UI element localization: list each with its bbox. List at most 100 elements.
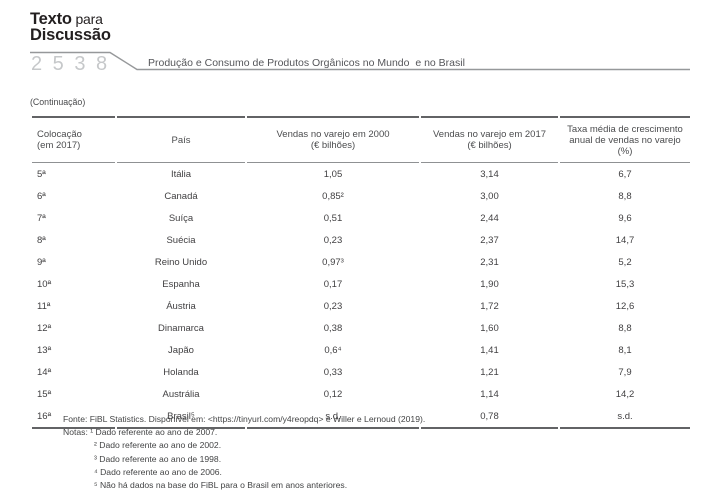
rank-cell: 11ª	[37, 300, 51, 312]
source-note: Fonte: FiBL Statistics. Disponível em: <…	[63, 414, 426, 424]
country-cell: Suíça	[168, 212, 194, 224]
country-cell: Suécia	[166, 234, 196, 246]
country-cell: Canadá	[164, 190, 198, 202]
country-cell: Austrália	[162, 388, 200, 400]
rank-cell: 14ª	[37, 366, 52, 378]
country-cell: Reino Unido	[154, 256, 208, 268]
paper-title: Produção e Consumo de Produtos Orgânicos…	[148, 57, 465, 69]
sales-2017-cell: 1,21	[480, 366, 499, 378]
table-header: Colocação (em 2017) País Vendas no varej…	[32, 116, 690, 163]
note-5: ⁵ Não há dados na base do FiBL para o Br…	[94, 480, 348, 491]
sales-2017-cell: 3,14	[480, 168, 499, 180]
continuation-label: (Continuação)	[30, 97, 86, 107]
col-header-growth: Taxa média de crescimento anual de venda…	[560, 116, 690, 163]
sales-2017-cell: 0,78	[421, 405, 558, 429]
sales-2017-cell: 3,00	[480, 190, 499, 202]
sales-2000-cell: 0,17	[323, 278, 343, 290]
growth-cell: 14,7	[615, 234, 635, 246]
sales-2017-cell: 1,14	[480, 388, 499, 400]
note-3: ³ Dado referente ao ano de 1998.	[94, 453, 222, 464]
growth-cell: 14,2	[615, 388, 635, 400]
sales-2017-cell: 1,72	[480, 300, 499, 312]
rank-cell: 9ª	[37, 256, 46, 268]
table-body: 5ª Itália 1,05 3,14 6,7 6ª Canadá 0,85² …	[32, 163, 690, 429]
table-row: 6ª Canadá 0,85² 3,00 8,8	[32, 185, 690, 207]
rank-cell: 6ª	[37, 190, 46, 202]
growth-cell: 6,7	[618, 168, 632, 180]
rank-cell: 5ª	[37, 168, 46, 180]
country-cell: Áustria	[166, 300, 196, 312]
note-2: ² Dado referente ao ano de 2002.	[94, 440, 222, 451]
sales-2000-cell: 0,51	[323, 212, 343, 224]
sales-2000-cell: 0,23	[323, 300, 343, 312]
table-row: 12ª Dinamarca 0,38 1,60 8,8	[32, 317, 690, 339]
rank-cell: 13ª	[37, 344, 52, 356]
table-row: 11ª Áustria 0,23 1,72 12,6	[32, 295, 690, 317]
rank-cell: 12ª	[37, 322, 52, 334]
table-row: 14ª Holanda 0,33 1,21 7,9	[32, 361, 690, 383]
rank-cell: 8ª	[37, 234, 46, 246]
note-1: ¹ Dado referente ao ano de 2007.	[90, 427, 218, 438]
issue-number: 2 5 3 8	[31, 53, 110, 75]
growth-cell: 15,3	[615, 278, 635, 290]
col-header-rank: Colocação (em 2017)	[32, 116, 115, 163]
country-cell: Holanda	[163, 366, 199, 378]
table-header-row: Colocação (em 2017) País Vendas no varej…	[32, 116, 690, 163]
rank-cell: 15ª	[37, 388, 52, 400]
sales-2017-cell: 2,31	[480, 256, 499, 268]
growth-cell: 5,2	[618, 256, 632, 268]
growth-cell: 9,6	[618, 212, 632, 224]
footnotes: Fonte: FiBL Statistics. Disponível em: <…	[63, 413, 425, 492]
table-row: 15ª Austrália 0,12 1,14 14,2	[32, 383, 690, 405]
sales-2000-cell: 0,12	[323, 388, 343, 400]
sales-2017-cell: 1,60	[480, 322, 499, 334]
sales-2000-cell: 0,23	[323, 234, 343, 246]
logo-discussao: Discussão	[30, 26, 111, 44]
growth-cell: s.d.	[560, 405, 690, 429]
sales-2000-cell: 0,6⁴	[324, 344, 342, 356]
table-row: 10ª Espanha 0,17 1,90 15,3	[32, 273, 690, 295]
sales-2017-cell: 1,90	[480, 278, 499, 290]
note-4: ⁴ Dado referente ao ano de 2006.	[94, 466, 222, 477]
country-cell: Itália	[170, 168, 192, 180]
country-cell: Dinamarca	[158, 322, 204, 334]
table-row: 7ª Suíça 0,51 2,44 9,6	[32, 207, 690, 229]
sales-2000-cell: 0,33	[323, 366, 343, 378]
col-header-sales-2000: Vendas no varejo em 2000 (€ bilhões)	[247, 116, 419, 163]
rank-cell: 16ª	[32, 405, 115, 429]
growth-cell: 8,1	[618, 344, 632, 356]
country-cell: Brasil⁵	[117, 405, 245, 429]
table-row: 13ª Japão 0,6⁴ 1,41 8,1	[32, 339, 690, 361]
organic-sales-table: Colocação (em 2017) País Vendas no varej…	[30, 116, 692, 429]
rank-cell: 7ª	[37, 212, 46, 224]
logo-para: para	[71, 11, 103, 27]
sales-2017-cell: 2,37	[480, 234, 499, 246]
notes-first-line: Notas: ¹ Dado referente ao ano de 2007.	[63, 426, 425, 439]
sales-2000-cell: 0,85²	[322, 190, 344, 202]
growth-cell: 8,8	[618, 322, 632, 334]
col-header-sales-2017: Vendas no varejo em 2017 (€ bilhões)	[421, 116, 558, 163]
notes-label: Notas:	[63, 427, 88, 438]
sales-2000-cell: 0,38	[323, 322, 343, 334]
series-logo: Texto para Discussão	[30, 10, 111, 44]
sales-2017-cell: 1,41	[480, 344, 499, 356]
growth-cell: 7,9	[618, 366, 632, 378]
growth-cell: 12,6	[615, 300, 635, 312]
table-row: 5ª Itália 1,05 3,14 6,7	[32, 163, 690, 185]
header-rule-lines	[30, 51, 690, 71]
sales-2000-cell: 1,05	[323, 168, 343, 180]
sales-2000-cell: 0,97³	[322, 256, 344, 268]
sales-2000-cell: s.d.	[247, 405, 419, 429]
table-row: 9ª Reino Unido 0,97³ 2,31 5,2	[32, 251, 690, 273]
logo-texto: Texto	[30, 10, 72, 28]
table-row: 16ª Brasil⁵ s.d. 0,78 s.d.	[32, 405, 690, 429]
country-cell: Espanha	[162, 278, 200, 290]
country-cell: Japão	[168, 344, 194, 356]
growth-cell: 8,8	[618, 190, 632, 202]
col-header-country: País	[117, 116, 245, 163]
logo-line-1: Texto para	[30, 10, 111, 28]
rank-cell: 10ª	[37, 278, 52, 290]
sales-2017-cell: 2,44	[480, 212, 499, 224]
header-rule-path	[30, 51, 690, 71]
